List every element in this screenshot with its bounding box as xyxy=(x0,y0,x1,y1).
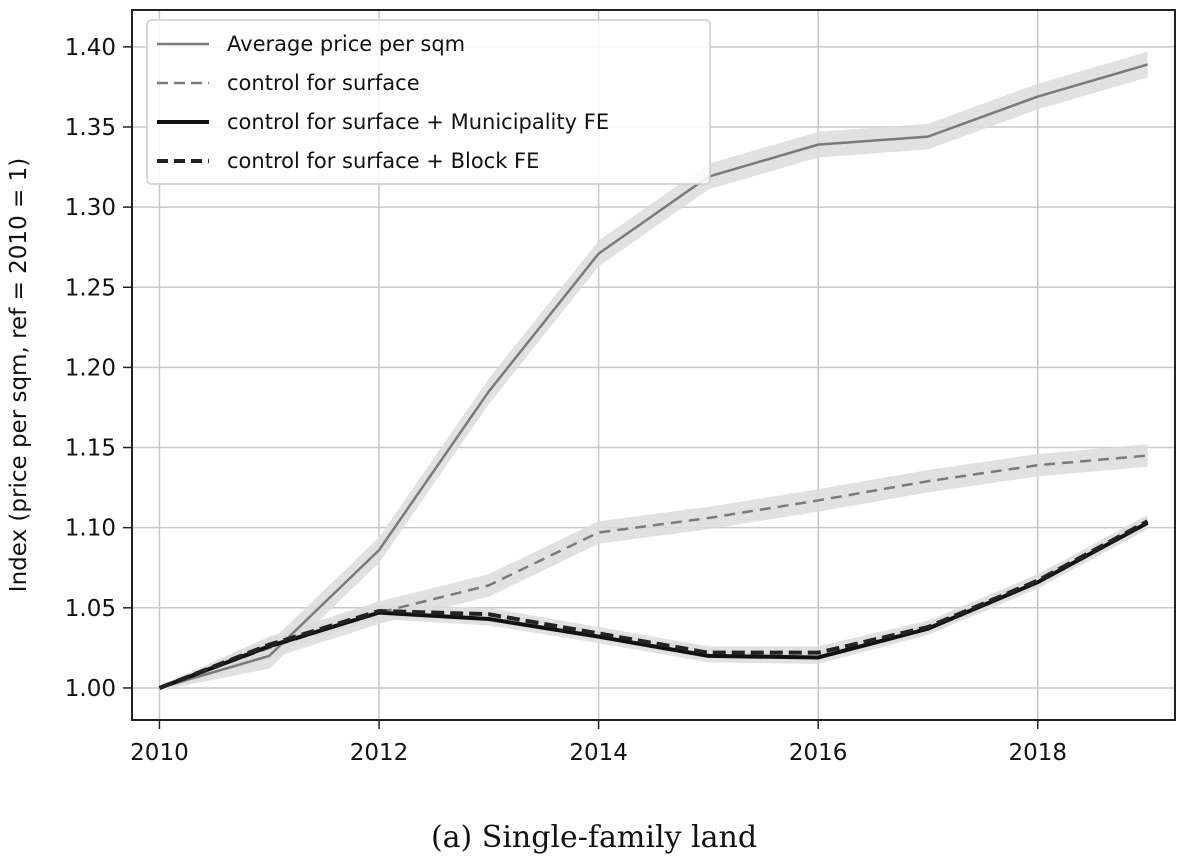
y-tick-label: 1.35 xyxy=(65,115,116,141)
legend-label-4: control for surface + Block FE xyxy=(227,149,539,173)
y-tick-label: 1.20 xyxy=(65,355,116,381)
y-tick-label: 1.05 xyxy=(65,596,116,622)
y-tick-label: 1.00 xyxy=(65,676,116,702)
x-tick-label: 2016 xyxy=(789,740,848,766)
x-tick-label: 2018 xyxy=(1008,740,1067,766)
x-tick-label: 2012 xyxy=(350,740,409,766)
legend-box xyxy=(146,19,711,185)
y-axis-label: Index (price per sqm, ref = 2010 = 1) xyxy=(6,158,32,592)
series-4-confidence-band xyxy=(159,514,1148,690)
series-2-confidence-band xyxy=(159,444,1148,691)
legend-label-2: control for surface xyxy=(227,71,420,95)
x-tick-label: 2014 xyxy=(569,740,628,766)
y-tick-label: 1.15 xyxy=(65,436,116,462)
plot-frame xyxy=(131,9,1176,721)
legend-label-3: control for surface + Municipality FE xyxy=(227,110,609,134)
legend-label-1: Average price per sqm xyxy=(227,32,465,56)
series-4-line xyxy=(158,519,1149,690)
x-axis-ticks: 2010 2012 2014 2016 2018 xyxy=(130,720,1067,766)
confidence-bands xyxy=(159,51,1148,691)
y-tick-label: 1.25 xyxy=(65,275,116,301)
y-tick-label: 1.30 xyxy=(65,195,116,221)
figure-caption: (a) Single-family land xyxy=(430,820,758,855)
series-1-line xyxy=(159,63,1148,690)
y-axis-ticks: 1.00 1.05 1.10 1.15 1.20 1.25 1.30 1.35 1.40 xyxy=(65,35,132,702)
series-3-line xyxy=(158,521,1149,690)
series-lines xyxy=(158,63,1149,690)
x-tick-label: 2010 xyxy=(130,740,189,766)
y-tick-label: 1.10 xyxy=(65,516,116,542)
series-2-line xyxy=(159,454,1148,690)
y-tick-label: 1.40 xyxy=(65,35,116,61)
legend: Average price per sqm control for surface… xyxy=(146,19,711,185)
